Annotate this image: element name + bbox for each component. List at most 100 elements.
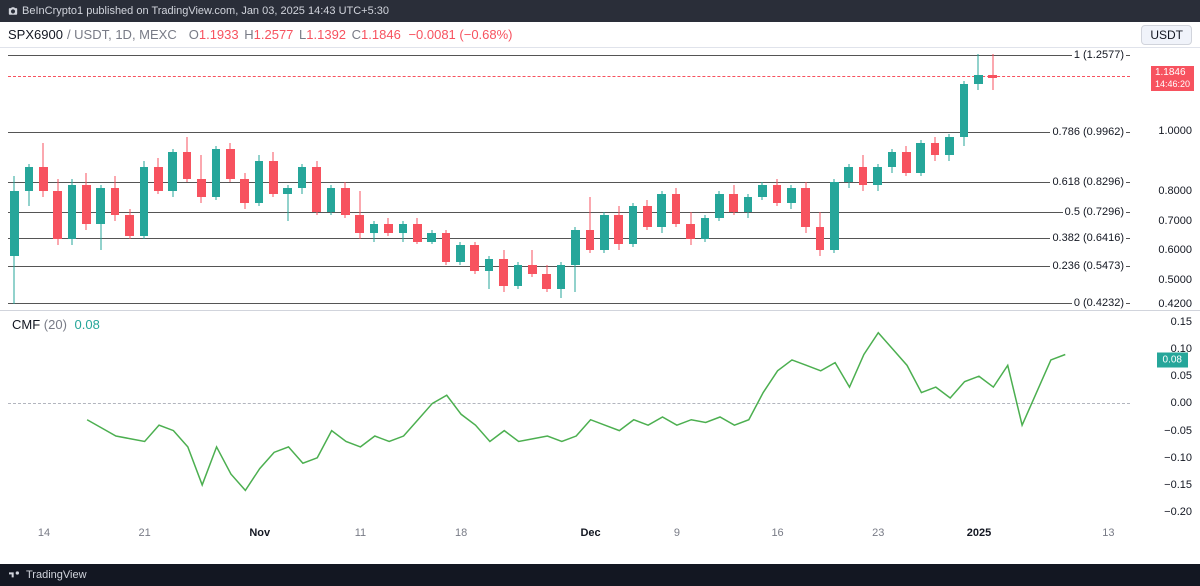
candle [269,48,278,310]
candle [801,48,810,310]
candle [384,48,393,310]
candle [39,48,48,310]
candle [10,48,19,310]
h-value: 1.2577 [254,27,294,42]
footer-brand: TradingView [26,569,87,581]
l-value: 1.1392 [306,27,346,42]
cmf-tick: −0.10 [1164,452,1192,464]
cmf-tick: 0.15 [1171,316,1192,328]
fib-label: 0.786 (0.9962) [1050,126,1126,138]
candle [586,48,595,310]
cmf-chart[interactable]: CMF (20) 0.08 0.08 0.150.100.050.00−0.05… [0,311,1200,543]
time-x-axis[interactable]: 1421Nov1118Dec91623202513 [8,523,1130,543]
time-tick: 23 [872,527,884,539]
candle [255,48,264,310]
chart-header: SPX6900 / USDT, 1D, MEXC O1.1933 H1.2577… [0,22,1200,48]
candle [140,48,149,310]
candle [701,48,710,310]
candle [902,48,911,310]
time-tick: Nov [249,527,270,539]
candle [111,48,120,310]
time-tick: 18 [455,527,467,539]
candle [729,48,738,310]
fib-label: 0.236 (0.5473) [1050,260,1126,272]
price-tick: 1.0000 [1158,125,1192,137]
symbol-pair: / USDT, 1D, MEXC [67,27,177,42]
candle [859,48,868,310]
cmf-tick: −0.20 [1164,506,1192,518]
candle [988,48,997,310]
time-tick: 21 [139,527,151,539]
candle [945,48,954,310]
candle [830,48,839,310]
candle [657,48,666,310]
candle [427,48,436,310]
candle [571,48,580,310]
candle [413,48,422,310]
c-value: 1.1846 [361,27,401,42]
candle [974,48,983,310]
cmf-y-axis[interactable]: 0.150.100.050.00−0.05−0.10−0.15−0.20 [1130,311,1200,523]
candle [499,48,508,310]
candle [68,48,77,310]
h-label: H [244,27,253,42]
price-tick: 0.5000 [1158,274,1192,286]
time-tick: 9 [674,527,680,539]
fib-label: 0.5 (0.7296) [1063,206,1126,218]
camera-icon [8,6,18,16]
cmf-line [87,333,1065,491]
candle [226,48,235,310]
candle [168,48,177,310]
candle [758,48,767,310]
time-tick: 2025 [967,527,991,539]
candle [399,48,408,310]
candle [298,48,307,310]
candle [528,48,537,310]
time-tick: 13 [1102,527,1114,539]
candle [686,48,695,310]
candle [25,48,34,310]
price-y-axis[interactable]: 1.00000.80000.70000.60000.50000.4200 [1130,48,1200,310]
publish-info-bar: BeInCrypto1 published on TradingView.com… [0,0,1200,22]
fib-label: 1 (1.2577) [1072,49,1126,61]
ohlc-block: O1.1933 H1.2577 L1.1392 C1.1846 −0.0081 … [187,27,513,42]
candle [672,48,681,310]
candle [456,48,465,310]
tradingview-logo-icon [8,569,20,581]
candle [327,48,336,310]
cmf-tick: 0.10 [1171,343,1192,355]
candle [643,48,652,310]
cmf-tick: 0.00 [1171,397,1192,409]
candle [773,48,782,310]
symbol-name[interactable]: SPX6900 [8,27,63,42]
candle [931,48,940,310]
candle [53,48,62,310]
candle [442,48,451,310]
candle [888,48,897,310]
fib-label: 0 (0.4232) [1072,297,1126,309]
candle [341,48,350,310]
candle [960,48,969,310]
fib-label: 0.618 (0.8296) [1050,176,1126,188]
cmf-tick: 0.05 [1171,370,1192,382]
candle [816,48,825,310]
candle [283,48,292,310]
candle [197,48,206,310]
price-tick: 0.6000 [1158,244,1192,256]
time-tick: 16 [771,527,783,539]
candle [82,48,91,310]
publish-info-text: BeInCrypto1 published on TradingView.com… [22,5,389,17]
candle [125,48,134,310]
candle [542,48,551,310]
cmf-tick: −0.15 [1164,479,1192,491]
candle [787,48,796,310]
price-tick: 0.7000 [1158,215,1192,227]
candle [614,48,623,310]
price-chart[interactable]: 1 (1.2577) 0.786 (0.9962) 0.618 (0.8296) 0.… [0,48,1200,310]
candle [873,48,882,310]
candle [154,48,163,310]
candle [557,48,566,310]
o-value: 1.1933 [199,27,239,42]
currency-badge[interactable]: USDT [1141,25,1192,45]
price-tick: 0.4200 [1158,298,1192,310]
